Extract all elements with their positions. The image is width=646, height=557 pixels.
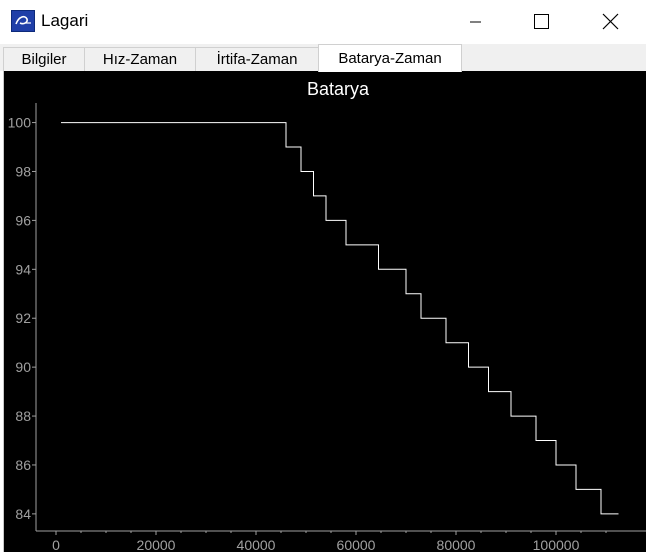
close-button[interactable] xyxy=(588,0,634,44)
maximize-icon xyxy=(534,14,549,29)
x-tick-label: 40000 xyxy=(237,537,276,552)
y-tick-label: 84 xyxy=(15,506,31,522)
tab-bilgiler[interactable]: Bilgiler xyxy=(3,47,85,71)
y-tick-label: 90 xyxy=(15,359,31,375)
y-tick-label: 92 xyxy=(15,310,31,326)
x-tick-label: 100000 xyxy=(533,537,580,552)
chart-title: Batarya xyxy=(307,79,370,99)
close-icon xyxy=(602,13,619,30)
x-tick-label: 60000 xyxy=(337,537,376,552)
y-tick-label: 86 xyxy=(15,457,31,473)
tab-irtifa-zaman[interactable]: İrtifa-Zaman xyxy=(195,47,319,71)
battery-chart-panel: Batarya 84 86 88 90 92 94 96 98 100 0 20000 40000 6… xyxy=(3,71,646,553)
y-tick-label: 100 xyxy=(8,115,32,131)
minimize-button[interactable] xyxy=(452,0,498,44)
tab-hiz-zaman[interactable]: Hız-Zaman xyxy=(84,47,196,71)
tab-batarya-zaman[interactable]: Batarya-Zaman xyxy=(318,44,462,72)
x-tick-label: 80000 xyxy=(437,537,476,552)
minimize-icon xyxy=(470,21,481,23)
y-tick-label: 98 xyxy=(15,163,31,179)
y-tick-label: 94 xyxy=(15,261,31,277)
x-tick-label: 20000 xyxy=(137,537,176,552)
battery-chart: Batarya 84 86 88 90 92 94 96 98 100 0 20000 40000 6… xyxy=(8,79,646,553)
battery-series-line xyxy=(61,122,619,515)
title-bar: Lagari xyxy=(0,0,646,44)
app-logo-icon xyxy=(11,10,35,32)
y-tick-label: 88 xyxy=(15,408,31,424)
maximize-button[interactable] xyxy=(518,0,564,44)
window-title: Lagari xyxy=(41,11,89,30)
x-tick-label: 0 xyxy=(52,537,60,552)
y-tick-label: 96 xyxy=(15,212,31,228)
